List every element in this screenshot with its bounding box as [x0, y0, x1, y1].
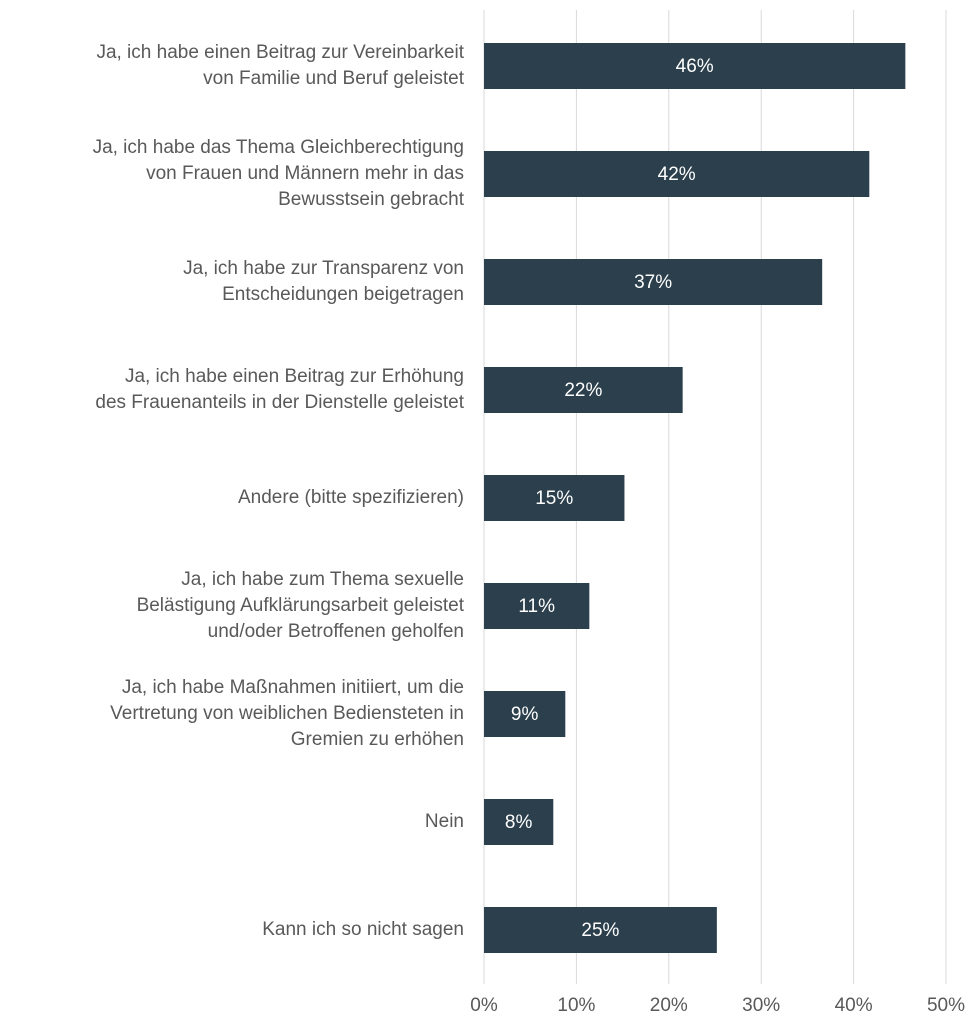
category-label: Ja, ich habe zur Transparenz von Entsche… — [183, 258, 464, 305]
x-tick-label: 30% — [742, 995, 780, 1016]
category-label: Ja, ich habe das Thema Gleichberechtigun… — [92, 137, 464, 210]
value-label: 9% — [511, 704, 539, 725]
value-label: 11% — [518, 596, 555, 617]
x-tick-label: 20% — [650, 995, 688, 1016]
category-label: Andere (bitte spezifizieren) — [238, 487, 464, 508]
x-tick-label: 40% — [835, 995, 873, 1016]
category-label: Ja, ich habe zum Thema sexuelle Belästig… — [136, 569, 464, 642]
bar — [484, 43, 906, 89]
value-label: 8% — [505, 812, 533, 833]
category-label: Kann ich so nicht sagen — [262, 919, 464, 940]
x-tick-label: 50% — [927, 995, 965, 1016]
bar — [484, 151, 870, 197]
bar — [484, 799, 554, 845]
x-tick-label: 0% — [470, 995, 498, 1016]
category-label: Ja, ich habe einen Beitrag zur Vereinbar… — [96, 42, 464, 89]
bar — [484, 367, 683, 413]
bar — [484, 691, 566, 737]
category-label: Ja, ich habe Maßnahmen initiiert, um die… — [110, 677, 464, 750]
bar — [484, 907, 717, 953]
bar — [484, 259, 823, 305]
value-label: 15% — [535, 488, 573, 509]
bar — [484, 475, 625, 521]
value-label: 42% — [658, 164, 696, 185]
value-label: 37% — [634, 272, 672, 293]
value-label: 46% — [676, 56, 714, 77]
x-tick-label: 10% — [557, 995, 595, 1016]
category-label: Nein — [424, 811, 464, 832]
value-label: 22% — [564, 380, 602, 401]
value-label: 25% — [581, 920, 619, 941]
category-label: Ja, ich habe einen Beitrag zur Erhöhung … — [95, 366, 464, 413]
bar — [484, 583, 590, 629]
